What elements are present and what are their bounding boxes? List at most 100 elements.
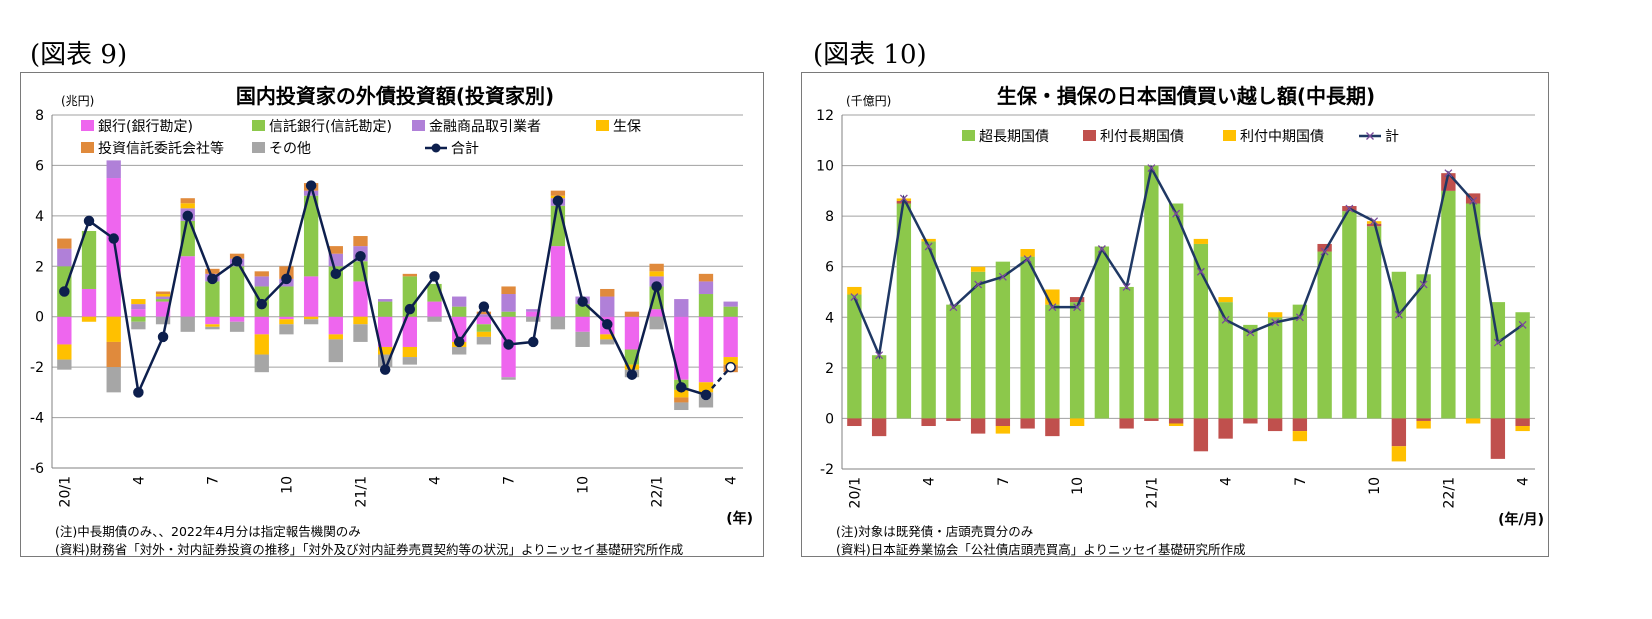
bar-segment xyxy=(1391,418,1407,447)
legend-item: 銀行(銀行勘定) xyxy=(81,119,193,135)
bar-segment xyxy=(1292,304,1308,419)
bar-segment xyxy=(1218,302,1233,419)
total-point xyxy=(1370,217,1379,226)
bar-segment xyxy=(550,190,566,196)
bar-segment xyxy=(921,238,936,242)
bar-segment xyxy=(353,281,368,317)
bar-segment xyxy=(427,301,442,317)
bar-segment xyxy=(1416,418,1431,421)
y-tick-label: 2 xyxy=(35,259,44,275)
bar-segment xyxy=(1366,226,1382,419)
bar-segment xyxy=(1119,286,1134,419)
bar-segment xyxy=(328,266,343,317)
legend-item: 利付長期国債 xyxy=(1083,129,1184,145)
figure-10-label: (図表 10) xyxy=(813,40,927,70)
legend-item: 投資信託委託会社等 xyxy=(81,140,224,157)
y-tick-label: 2 xyxy=(825,361,834,377)
bar-segment xyxy=(1218,418,1233,439)
bar-segment xyxy=(1094,246,1110,419)
bar-segment xyxy=(57,359,72,370)
bar-segment xyxy=(328,316,343,335)
legend-swatch xyxy=(1083,130,1096,141)
bar-segment xyxy=(698,273,714,282)
bar-segment xyxy=(328,339,343,363)
bar-segment xyxy=(526,309,541,312)
total-point xyxy=(1444,169,1453,178)
total-point xyxy=(1271,318,1280,327)
x-axis-label: (年/月) xyxy=(1498,511,1544,528)
total-point xyxy=(1097,245,1106,253)
bar-segment xyxy=(1069,418,1085,427)
total-point xyxy=(503,339,514,350)
bar-segment xyxy=(254,316,269,335)
legend-label: 金融商品取引業者 xyxy=(429,119,541,135)
total-point xyxy=(1073,303,1082,312)
bar-segment xyxy=(303,195,319,277)
total-point xyxy=(602,319,613,330)
bar-segment xyxy=(1465,193,1481,204)
bar-segment xyxy=(476,316,492,325)
bar-segment xyxy=(871,418,887,437)
figure-9-label: (図表 9) xyxy=(30,40,128,70)
bar-segment xyxy=(57,248,72,267)
bar-segment xyxy=(131,309,146,317)
bar-segment xyxy=(1465,418,1481,424)
total-point xyxy=(355,250,366,262)
total-point xyxy=(1048,303,1057,312)
bar-segment xyxy=(501,377,516,380)
bar-segment xyxy=(921,418,936,427)
total-point xyxy=(256,298,268,310)
bar-segment xyxy=(476,324,492,332)
bar-segment xyxy=(1069,302,1085,419)
legend-swatch xyxy=(1223,130,1236,141)
bar-segment xyxy=(452,306,467,317)
bar-segment xyxy=(649,316,664,330)
bar-segment xyxy=(1243,324,1258,419)
legend-swatch xyxy=(252,120,265,131)
bar-segment xyxy=(550,316,566,330)
bar-segment xyxy=(649,263,664,272)
bar-segment xyxy=(946,304,961,419)
bar-segment xyxy=(698,382,714,393)
bar-segment xyxy=(526,311,541,317)
bar-segment xyxy=(723,301,738,307)
legend-swatch xyxy=(252,142,265,153)
chart-1-source: (資料)財務省「対外・対内証券投資の推移」「対外及び対内証券売買契約等の状況」よ… xyxy=(55,542,684,557)
chart-2-svg: 生保・損保の日本国債買い越し額(中長期) (千億円) 12 10 8 6 4 2 0 -2 20/1… xyxy=(816,84,1544,528)
bar-segment xyxy=(723,306,738,317)
bar-segment xyxy=(970,271,986,419)
total-point xyxy=(182,210,193,222)
bar-segment xyxy=(378,301,393,317)
x-axis-label: (年) xyxy=(726,510,753,527)
total-point xyxy=(626,369,638,380)
bar-segment xyxy=(476,336,492,345)
bar-segment xyxy=(205,316,220,325)
bar-segment xyxy=(205,326,220,330)
legend-item: 金融商品取引業者 xyxy=(412,119,541,135)
bar-segment xyxy=(1168,423,1184,427)
bar-segment xyxy=(1193,238,1209,244)
bar-segment xyxy=(624,316,640,350)
bar-segment xyxy=(1391,446,1407,462)
total-point xyxy=(924,242,933,251)
x-tick-label: 4 xyxy=(1219,477,1235,486)
total-point xyxy=(231,255,243,267)
bar-segment xyxy=(674,389,689,398)
bar-segment xyxy=(1292,418,1308,432)
x-tick-label: 7 xyxy=(205,476,221,485)
bar-segment xyxy=(378,346,393,355)
bar-segment xyxy=(279,324,294,335)
bar-segment xyxy=(674,316,689,380)
bar-segment xyxy=(1218,297,1233,303)
x-tick-label: 20/1 xyxy=(57,476,73,507)
bar-segment xyxy=(229,266,245,317)
bar-segment xyxy=(427,316,442,322)
bar-segment xyxy=(155,316,171,325)
legend-swatch xyxy=(962,130,975,141)
legend-label: 超長期国債 xyxy=(979,129,1049,145)
total-point xyxy=(108,233,119,244)
bar-segment xyxy=(1292,431,1308,442)
bar-segment xyxy=(378,299,393,302)
bar-segment xyxy=(1317,251,1332,419)
chart-1-note: (注)中長期債のみ、、2022年4月分は指定報告機関のみ xyxy=(55,524,361,539)
